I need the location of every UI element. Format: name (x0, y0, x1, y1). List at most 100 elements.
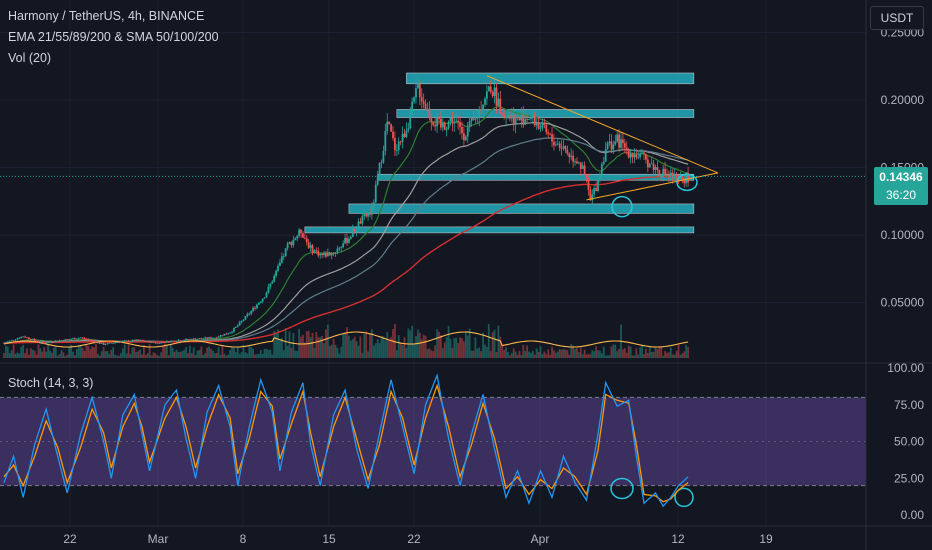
volume-bar (543, 351, 546, 358)
candle-body (108, 342, 111, 344)
candle-body (14, 339, 17, 341)
candle-body (250, 310, 253, 314)
volume-bar (300, 336, 302, 358)
candle-body (35, 340, 38, 342)
volume-bar (466, 335, 469, 358)
candle-body (326, 252, 329, 257)
candle-body (211, 338, 214, 339)
candle-body (470, 118, 473, 122)
candle-body (451, 117, 454, 124)
volume-bar (664, 351, 666, 358)
candle-body (328, 252, 331, 256)
volume-bar (114, 354, 117, 358)
volume-bar (447, 326, 450, 358)
candle-body (302, 233, 304, 238)
candle-body (514, 116, 517, 125)
currency-button[interactable]: USDT (870, 6, 924, 30)
volume-bar (480, 351, 483, 358)
volume-bar (654, 346, 657, 358)
volume-bar (22, 344, 25, 358)
candle-body (568, 153, 571, 157)
candle-body (112, 342, 115, 344)
candle-body (300, 229, 302, 234)
candle-body (547, 132, 550, 134)
volume-bar (83, 351, 86, 358)
candle-body (137, 339, 140, 341)
candle-body (206, 337, 209, 339)
candle-body (336, 248, 339, 253)
volume-bar (292, 333, 295, 358)
volume-bar (386, 331, 389, 358)
candle-body (432, 121, 435, 126)
volume-bar (579, 347, 582, 358)
volume-bar (288, 331, 291, 358)
candle-body (426, 108, 429, 111)
candle-body (125, 340, 128, 342)
price-grid (0, 0, 866, 526)
volume-indicator-label[interactable]: Vol (20) (8, 51, 52, 65)
candle-body (31, 338, 34, 340)
candle-body (22, 336, 25, 338)
candle-body (346, 237, 348, 243)
volume-bar (89, 349, 92, 358)
candle-body (144, 341, 147, 343)
candle-body (160, 342, 163, 344)
candle-body (269, 283, 272, 287)
candle-body (633, 154, 636, 158)
volume-bar (625, 352, 628, 358)
volume-bar (407, 328, 410, 358)
candle-body (541, 122, 544, 128)
candle-body (608, 141, 611, 144)
volume-bar (179, 352, 182, 358)
volume-bar (79, 345, 82, 358)
volume-bar (648, 346, 651, 358)
volume-bar (524, 350, 527, 358)
candle-body (66, 339, 69, 341)
candle-body (572, 155, 575, 162)
volume-bar (158, 355, 161, 358)
candle-body (349, 237, 352, 239)
candle-body (662, 168, 665, 178)
candle-body (164, 342, 166, 344)
volume-bar (514, 351, 517, 358)
volume-bar (541, 354, 544, 358)
candle-body (100, 343, 103, 344)
volume-bar (508, 355, 511, 358)
symbol-title[interactable]: Harmony / TetherUS, 4h, BINANCE (8, 9, 205, 23)
stoch-indicator-label[interactable]: Stoch (14, 3, 3) (8, 376, 94, 390)
volume-bar (397, 335, 400, 358)
candle-body (485, 91, 488, 99)
volume-bar (64, 355, 67, 358)
candle-body (664, 168, 666, 175)
candle-body (263, 297, 266, 299)
candle-body (639, 153, 642, 158)
volume-bars (3, 323, 689, 358)
candle-body (507, 115, 509, 117)
volume-bar (279, 340, 281, 358)
volume-bar (95, 344, 97, 358)
stoch-tick-label: 75.00 (894, 398, 924, 412)
highlight-circle (674, 487, 694, 508)
candle-body (472, 118, 475, 120)
volume-bar (68, 346, 71, 358)
volume-bar (528, 351, 530, 358)
volume-bar (227, 354, 230, 358)
candle-body (49, 341, 51, 343)
candle-body (687, 173, 689, 183)
volume-bar (635, 348, 638, 358)
candle-body (413, 97, 415, 102)
volume-bar (428, 348, 431, 358)
ma-indicator-label[interactable]: EMA 21/55/89/200 & SMA 50/100/200 (8, 30, 219, 44)
candle-body (436, 117, 438, 127)
volume-bar (154, 353, 157, 358)
volume-bar (547, 349, 550, 358)
volume-bar (650, 351, 653, 358)
volume-bar (468, 328, 471, 358)
volume-bar (539, 346, 542, 358)
volume-bar (633, 355, 636, 358)
volume-bar (685, 344, 688, 358)
volume-bar (273, 330, 276, 358)
volume-bar (185, 347, 187, 358)
volume-bar (493, 329, 496, 358)
